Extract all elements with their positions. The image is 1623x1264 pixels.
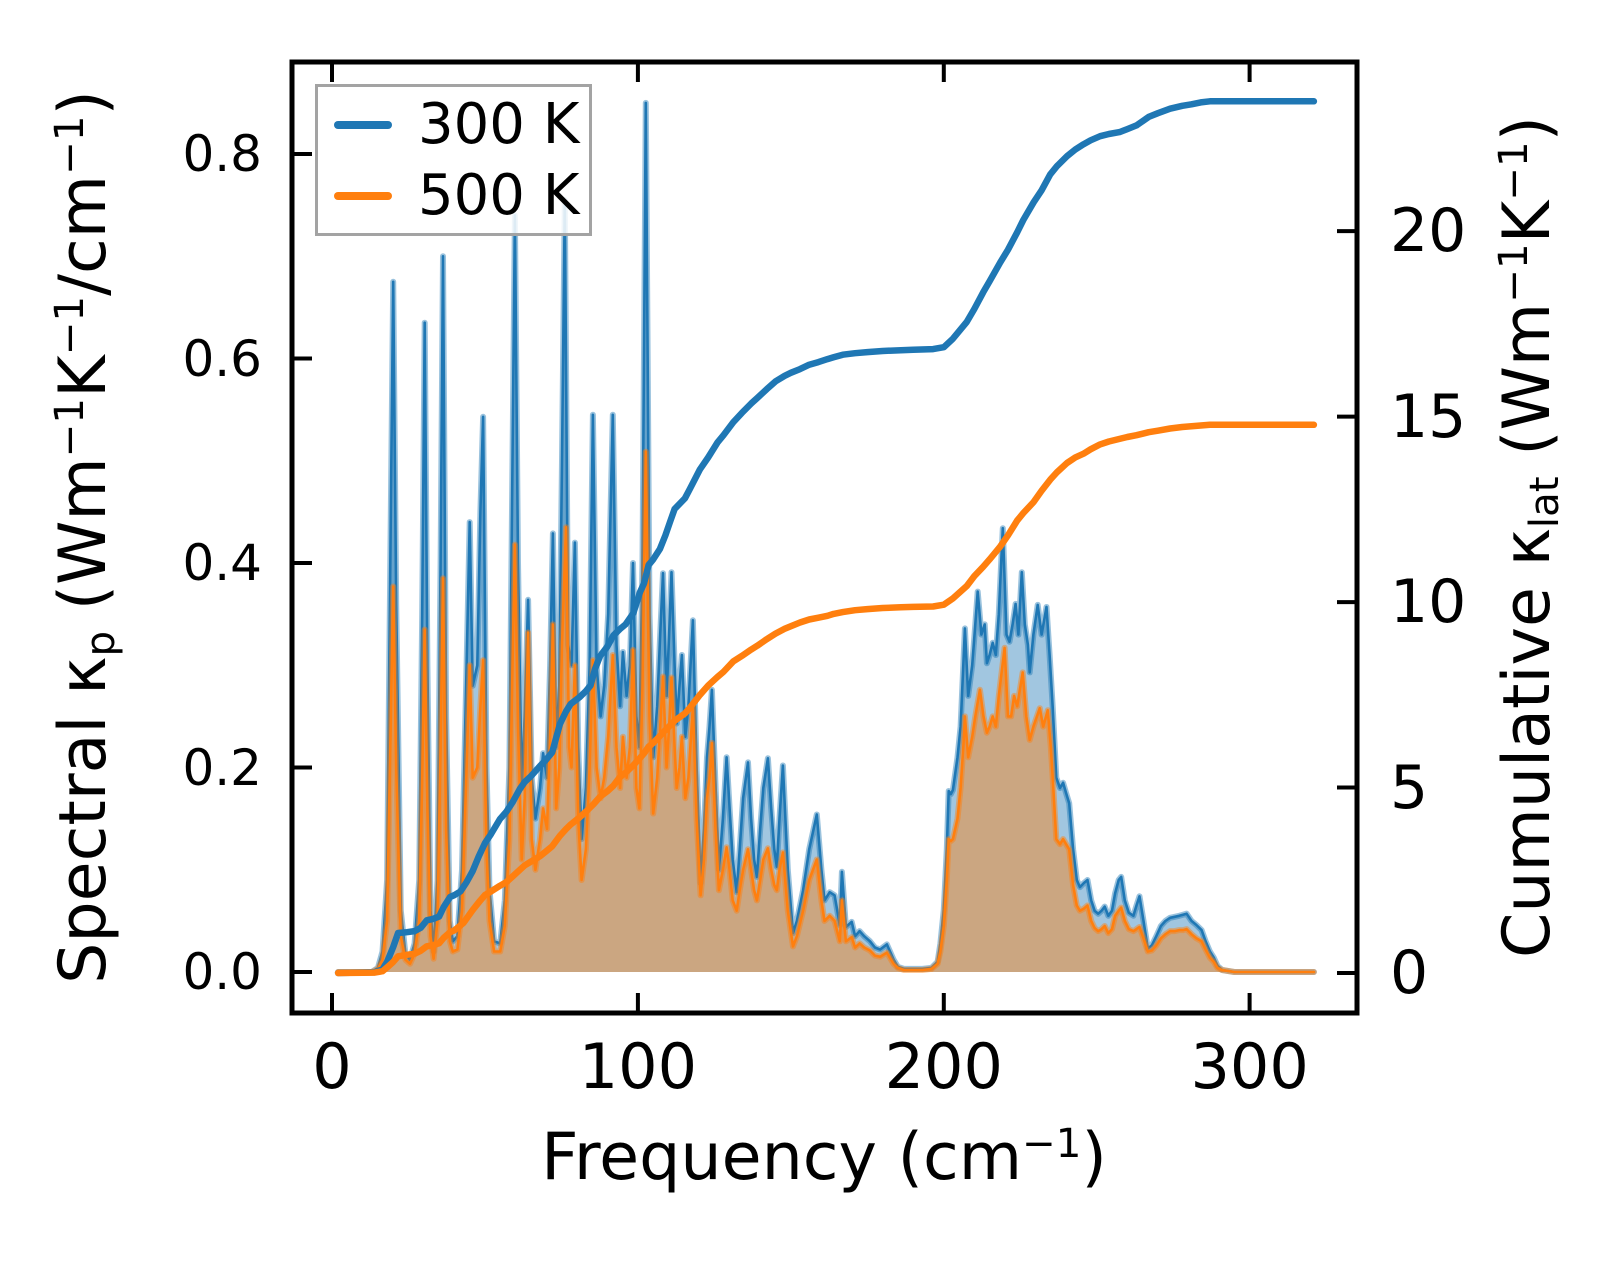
y-right-tick-label: 0 (1390, 938, 1429, 1008)
y-axis-right-label: Cumulative κlat (Wm−1K−1) (1489, 115, 1568, 959)
y-left-tick-label: 0.8 (182, 125, 262, 184)
legend: 300 K 500 K (315, 84, 592, 236)
x-axis-label: Frequency (cm−1) (541, 1119, 1107, 1195)
x-tick-label: 300 (1190, 1030, 1309, 1103)
legend-entry-300k: 300 K (318, 92, 589, 158)
500-K-cumulative-line (334, 421, 1318, 977)
x-tick-label: 0 (312, 1030, 352, 1103)
legend-line-500k-icon (334, 192, 392, 200)
legend-entry-500k: 500 K (318, 163, 589, 229)
y-right-tick-label: 10 (1390, 567, 1467, 638)
legend-label-300k: 300 K (418, 92, 580, 157)
500-K-spectral-line (336, 450, 1316, 974)
y-axis-left-label: Spectral κp (Wm−1K−1/cm−1) (45, 90, 124, 984)
300-K-spectral-line (336, 101, 1316, 974)
legend-label-500k: 500 K (418, 163, 580, 228)
y-left-tick-label: 0.6 (182, 329, 262, 388)
axes-spines (289, 59, 1360, 1016)
x-tick-label: 100 (578, 1030, 698, 1103)
300-K-cumulative-line (334, 98, 1318, 977)
legend-line-300k-icon (334, 121, 392, 129)
y-right-tick-label: 15 (1390, 381, 1467, 452)
y-left-tick-label: 0.0 (182, 942, 262, 1001)
y-right-tick-label: 5 (1390, 752, 1429, 823)
y-left-tick-label: 0.2 (182, 738, 262, 797)
y-right-tick-label: 20 (1390, 196, 1467, 267)
x-tick-label: 200 (884, 1030, 1003, 1103)
y-left-tick-label: 0.4 (182, 534, 262, 592)
